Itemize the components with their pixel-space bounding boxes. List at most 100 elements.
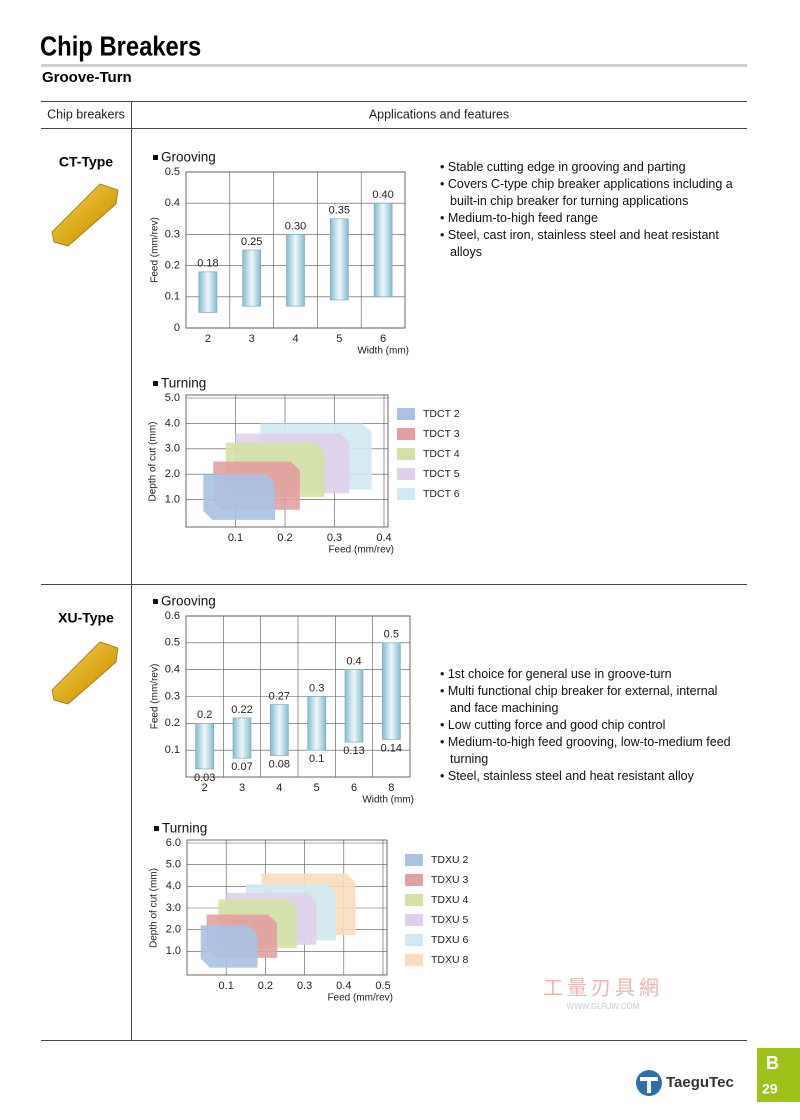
watermark-url: WWW.GLRJW.COM [567, 1002, 640, 1011]
x-tick-label: 0.4 [336, 980, 351, 992]
y-tick-label: 0.2 [165, 260, 180, 272]
value-label: 0.14 [381, 742, 402, 754]
legend-label: TDCT 3 [423, 428, 460, 440]
heading-bullet [153, 155, 158, 160]
y-tick-label: 1.0 [165, 494, 180, 506]
y-tick-label: 0 [174, 322, 180, 334]
region [200, 925, 258, 968]
section-name: CT-Type [59, 154, 113, 170]
value-label: 0.27 [269, 690, 290, 702]
x-axis-label: Width (mm) [357, 346, 409, 357]
x-tick-label: 4 [276, 782, 282, 794]
value-label: 0.4 [346, 656, 361, 668]
y-tick-label: 0.5 [165, 637, 180, 649]
x-tick-label: 3 [249, 333, 255, 345]
section-name: XU-Type [58, 610, 114, 626]
column-header: Chip breakers [47, 107, 125, 121]
value-label: 0.25 [241, 236, 262, 248]
legend-swatch [405, 874, 423, 886]
legend-label: TDXU 3 [431, 874, 469, 886]
range-bar [307, 696, 326, 751]
value-label: 0.03 [194, 772, 215, 784]
region [203, 474, 276, 520]
value-label: 0.2 [197, 709, 212, 721]
x-tick-label: 0.3 [297, 980, 312, 992]
x-tick-label: 8 [388, 782, 394, 794]
feature-list: Stable cutting edge in grooving and part… [440, 159, 740, 261]
value-label: 0.07 [231, 761, 252, 773]
y-tick-label: 5.0 [166, 859, 181, 871]
x-axis-label: Feed (mm/rev) [327, 993, 393, 1004]
value-label: 0.35 [329, 205, 350, 217]
y-tick-label: 0.2 [165, 717, 180, 729]
y-tick-label: 5.0 [165, 392, 180, 404]
x-tick-label: 6 [351, 782, 357, 794]
y-axis-label: Feed (mm/rev) [150, 664, 161, 730]
x-tick-label: 0.4 [376, 532, 391, 544]
x-tick-label: 2 [202, 782, 208, 794]
y-tick-label: 0.6 [165, 610, 180, 622]
range-bar [373, 202, 393, 298]
feature: Multi functional chip breaker for extern… [440, 683, 732, 717]
logo-mark [640, 1077, 658, 1093]
value-label: 0.13 [343, 745, 364, 757]
legend-swatch [397, 488, 415, 500]
page-number: 29 [762, 1081, 778, 1097]
feature: Stable cutting edge in grooving and part… [440, 159, 740, 176]
value-label: 0.18 [197, 258, 218, 270]
chart-heading: Grooving [161, 594, 216, 609]
y-tick-label: 0.1 [165, 744, 180, 756]
y-tick-label: 3.0 [166, 902, 181, 914]
y-tick-label: 0.4 [165, 664, 180, 676]
x-tick-label: 0.3 [327, 532, 342, 544]
y-axis-label: Feed (mm/rev) [150, 217, 161, 283]
x-tick-label: 0.5 [375, 980, 390, 992]
range-bar [344, 669, 364, 743]
title-rule [41, 64, 747, 67]
value-label: 0.30 [285, 220, 306, 232]
insert-icon [51, 183, 119, 247]
y-tick-label: 0.4 [165, 197, 180, 209]
y-tick-label: 4.0 [165, 417, 180, 429]
legend-swatch [397, 408, 415, 420]
legend-label: TDXU 6 [431, 934, 469, 946]
x-tick-label: 5 [314, 782, 320, 794]
x-tick-label: 0.1 [219, 980, 234, 992]
y-tick-label: 3.0 [165, 443, 180, 455]
value-label: 0.22 [231, 704, 252, 716]
x-tick-label: 6 [380, 333, 386, 345]
feature: Medium-to-high feed grooving, low-to-med… [440, 734, 732, 768]
y-tick-label: 0.5 [165, 166, 180, 178]
legend-swatch [405, 854, 423, 866]
legend-swatch [405, 954, 423, 966]
legend-label: TDCT 4 [423, 448, 460, 460]
value-label: 0.5 [384, 629, 399, 641]
brand: TaeguTec [666, 1074, 734, 1091]
range-bar [329, 218, 349, 301]
legend-swatch [397, 448, 415, 460]
feature: Covers C-type chip breaker applications … [440, 176, 740, 210]
legend-label: TDXU 4 [431, 894, 469, 906]
column-header: Applications and features [369, 107, 509, 121]
feature: Medium-to-high feed range [440, 210, 740, 227]
legend-label: TDCT 2 [423, 408, 460, 420]
heading-bullet [153, 381, 158, 386]
chart-heading: Turning [161, 376, 206, 391]
legend-label: TDXU 5 [431, 914, 469, 926]
x-axis-label: Feed (mm/rev) [328, 545, 394, 556]
feature: 1st choice for general use in groove-tur… [440, 666, 732, 683]
y-tick-label: 4.0 [166, 880, 181, 892]
feature-list: 1st choice for general use in groove-tur… [440, 666, 732, 785]
x-tick-label: 4 [292, 333, 298, 345]
subtitle: Groove-Turn [42, 69, 132, 86]
chart-heading: Turning [162, 821, 207, 836]
y-tick-label: 0.3 [165, 228, 180, 240]
page-title: Chip Breakers [40, 30, 201, 62]
x-tick-label: 5 [336, 333, 342, 345]
x-axis-label: Width (mm) [362, 795, 414, 806]
x-tick-label: 2 [205, 333, 211, 345]
range-bar [286, 234, 305, 307]
value-label: 0.40 [372, 189, 393, 201]
range-bar [242, 249, 261, 307]
heading-bullet [154, 826, 159, 831]
